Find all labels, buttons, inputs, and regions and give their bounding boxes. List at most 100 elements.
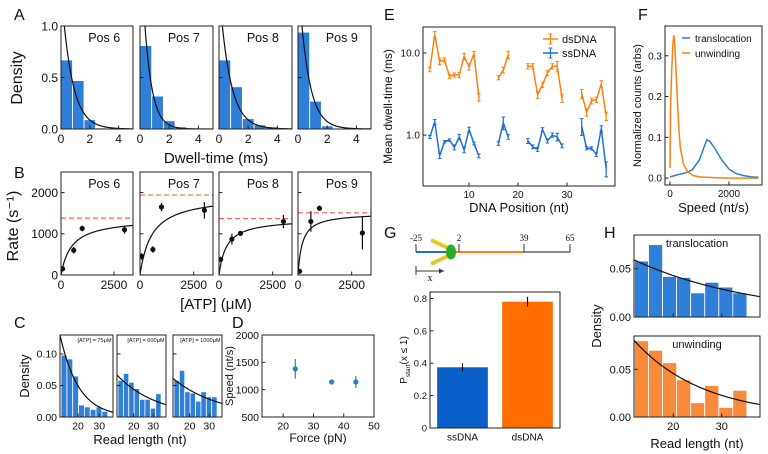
x-axis-label-b: [ATP] (μM) (180, 296, 252, 313)
subplot-title: [ATP] = 600μM (127, 338, 165, 344)
x-axis-label: DNA Position (nt) (469, 200, 569, 215)
x-tick-label: 20 (277, 421, 289, 433)
chart-c-atp-1000-m: 20 30[ATP] = 1000μM (172, 334, 223, 433)
y-axis-label: Speed (nt/s) (224, 346, 236, 406)
histogram-bar (60, 354, 68, 417)
legend-item-translocation: translocation (682, 34, 752, 45)
plot-area (117, 373, 166, 417)
histogram-bar (718, 407, 734, 417)
axes-frame (664, 25, 763, 186)
histogram-bar (676, 277, 692, 317)
data-point (229, 236, 235, 242)
x-tick-label: 2500 (180, 278, 207, 292)
axes: 10 20 30 1.0 10.0 (401, 26, 616, 201)
data-point (292, 366, 298, 372)
axes: 0 2 4 (137, 25, 214, 146)
series-line (497, 54, 509, 79)
data-point (71, 247, 77, 253)
x-tick-label: 30 (147, 421, 159, 433)
subplot-title: Pos 7 (168, 177, 200, 191)
series-translocation (669, 138, 759, 179)
dna-schematic: -25 2 39 65 x (410, 233, 575, 284)
y-axis-label: Mean dwell-time (ms) (381, 49, 395, 164)
chart-b-pos-8: 0 2500 Pos 8 (216, 171, 293, 292)
data-point (150, 246, 156, 253)
plot-area (61, 217, 133, 275)
y-tick-label: 0.0 (41, 122, 58, 136)
x-tick-label: 2 (166, 132, 173, 146)
axes: 20 30 0.00 0.05 0.10 (37, 334, 114, 433)
y-axis-label-h: Density (589, 304, 604, 348)
axes: 0 2000 0.0 0.1 0.2 0.3 (648, 25, 763, 200)
plot-area (219, 214, 292, 275)
series-line (669, 35, 759, 179)
panel-label-d: D (232, 315, 244, 332)
helicase-arm (430, 238, 449, 250)
axes: 0 2 4 0.0 0.5 1.0 (41, 19, 134, 146)
data-point (79, 225, 85, 232)
histogram-bar (122, 373, 130, 417)
x-tick-label: 0 (58, 278, 65, 292)
data-point (201, 207, 208, 213)
series-line (580, 83, 607, 117)
axes-frame (261, 334, 375, 418)
subplot-title: translocation (666, 238, 728, 250)
histogram-bar (230, 86, 243, 129)
subplot-title: unwinding (672, 339, 722, 351)
axes: 0 2500 (295, 171, 372, 292)
y-tick-label: 0.05 (610, 264, 631, 276)
histogram-bar (151, 95, 164, 129)
plot-area (292, 359, 359, 389)
axes-frame (60, 171, 134, 276)
data-point (280, 218, 287, 225)
x-tick-label: 20 (128, 421, 140, 433)
x-tick-label: 30 (203, 421, 215, 433)
helicase-icon (446, 244, 456, 260)
x-tick-label: 30 (308, 421, 320, 433)
chart-a-pos-6: 0 2 4 0.0 0.5 1.0 Pos 6 (41, 19, 134, 146)
chart-b-pos-9: 0 2500 Pos 9 (295, 171, 372, 292)
position-label: 2 (457, 233, 462, 243)
data-point (140, 253, 145, 260)
x-axis-label: Force (pN) (289, 431, 346, 445)
plot-area (298, 205, 371, 275)
x-tick-label: 4 (115, 132, 122, 146)
fit-curve (173, 377, 222, 405)
data-point (298, 268, 303, 274)
histogram-bar (72, 375, 79, 417)
data-point (121, 227, 128, 233)
x-tick-label: 20 (512, 190, 524, 201)
chart-b-pos-7: 0 2500 Pos 7 (137, 171, 214, 292)
x-tick-label: 0 (295, 278, 302, 292)
x-tick-label: 50 (368, 421, 380, 433)
axes-frame (633, 335, 761, 418)
y-tick-label: 0.5 (41, 71, 58, 85)
subplot-title: Pos 8 (247, 31, 279, 45)
chart-a-pos-9: 0 2 4 Pos 9 (295, 25, 372, 146)
histogram-bar (144, 398, 151, 417)
axes-frame (422, 26, 616, 187)
y-tick-label: 500 (241, 412, 259, 424)
legend-item-ssdna: ssDNA (543, 47, 597, 60)
y-tick-label: 1500 (236, 357, 260, 369)
x-tick-label: 2500 (338, 278, 365, 292)
fit-curve (140, 205, 213, 275)
y-tick-label: 0.1 (648, 133, 662, 144)
data-point (158, 204, 165, 210)
axes-frame (172, 334, 223, 418)
panel-label-c: C (14, 315, 26, 332)
histogram-bar (690, 402, 706, 417)
position-label: 65 (566, 233, 576, 243)
series-line (527, 65, 563, 99)
data-point (329, 379, 335, 385)
histogram-bar (195, 400, 202, 417)
bar-ssdna (437, 367, 488, 428)
series-line (580, 125, 607, 169)
x-label: x (428, 273, 433, 284)
y-tick-label: 1.0 (406, 131, 420, 142)
histogram-bar (155, 393, 162, 417)
arrow-head-icon (439, 268, 444, 274)
subplot-title: Pos 6 (88, 177, 120, 191)
y-axis-label-b: Rate (s⁻¹) (5, 191, 22, 262)
series-dsdna (428, 31, 608, 122)
